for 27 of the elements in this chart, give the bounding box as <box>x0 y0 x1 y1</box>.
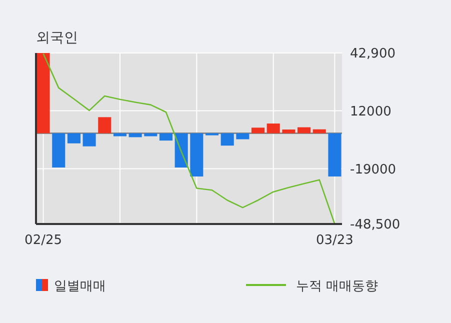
bar <box>266 124 280 134</box>
bar <box>236 133 250 140</box>
bar <box>144 133 158 136</box>
bar <box>220 133 234 146</box>
legend-label: 일별매매 <box>54 279 106 294</box>
bar <box>190 133 204 176</box>
x-tick-label: 03/23 <box>316 233 354 248</box>
y-tick-label: 42,900 <box>350 46 396 62</box>
bar <box>82 133 96 146</box>
bar <box>113 133 126 136</box>
bar <box>312 129 326 134</box>
bar <box>159 133 173 141</box>
y-tick-label: 12000 <box>350 104 392 120</box>
y-tick-label: -19000 <box>350 162 396 178</box>
bar <box>36 53 50 134</box>
bar <box>298 127 311 134</box>
chart-title: 외국인 <box>36 30 78 46</box>
bar <box>52 133 66 168</box>
bar <box>67 133 80 144</box>
y-tick-label: -48,500 <box>350 218 400 233</box>
bar <box>328 133 342 176</box>
line-series <box>42 52 336 225</box>
bar <box>252 128 265 134</box>
legend-label: 누적 매매동향 <box>296 279 378 294</box>
bar <box>98 117 112 134</box>
bar <box>282 130 296 134</box>
x-tick-label: 02/25 <box>24 233 62 248</box>
